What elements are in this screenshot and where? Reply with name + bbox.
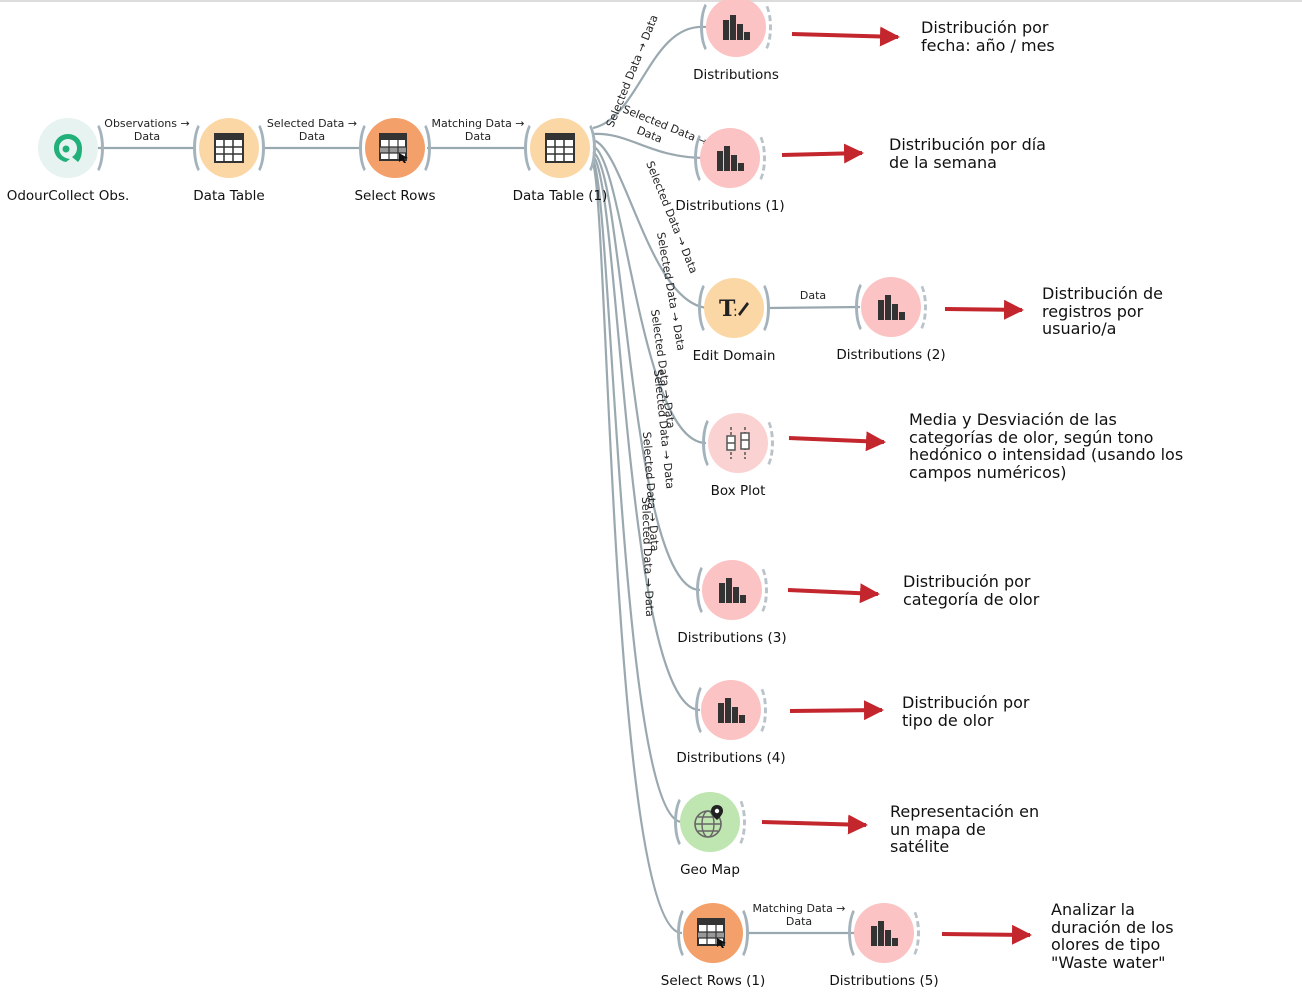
node-label: Distributions (2)	[836, 347, 946, 363]
output-port[interactable]	[82, 120, 104, 176]
annotation-text[interactable]: Distribución por tipo de olor	[902, 693, 1030, 730]
node-label: Box Plot	[710, 483, 766, 499]
annotation-text[interactable]: Distribución de registros por usuario/a	[1042, 284, 1163, 338]
link-dt1-edit-domain[interactable]	[592, 138, 711, 310]
annotation-text[interactable]: Distribución por categoría de olor	[903, 572, 1040, 609]
output-port[interactable]	[574, 120, 596, 176]
annotation-text[interactable]: Distribución por fecha: año / mes	[921, 18, 1055, 55]
annotation-arrow[interactable]	[944, 299, 1024, 320]
link-dt1-box-plot[interactable]	[592, 144, 707, 445]
input-port[interactable]	[848, 905, 870, 961]
node-label: Distributions (5)	[829, 973, 939, 989]
output-port[interactable]	[752, 415, 774, 471]
output-port[interactable]	[745, 682, 767, 738]
annotation-arrow[interactable]	[787, 583, 880, 604]
annotation-arrow[interactable]	[789, 700, 884, 721]
input-port[interactable]	[524, 120, 546, 176]
canvas-top-border	[0, 0, 1302, 2]
node-label: Data Table	[193, 188, 265, 204]
output-port[interactable]	[744, 130, 766, 186]
annotation-text[interactable]: Representación en un mapa de satélite	[890, 802, 1040, 856]
link-dt1-select-rows-1[interactable]	[591, 163, 683, 935]
link-label-data: Data	[800, 289, 826, 302]
link-dt1-distributions-3[interactable]	[592, 151, 701, 592]
input-port[interactable]	[359, 120, 381, 176]
node-label: Geo Map	[680, 862, 740, 878]
output-port[interactable]	[905, 279, 927, 335]
output-port[interactable]	[746, 562, 768, 618]
input-port[interactable]	[700, 0, 722, 55]
link-dt1-geo-map[interactable]	[592, 159, 683, 824]
input-port[interactable]	[702, 415, 724, 471]
link-label-line2: Data	[134, 130, 160, 143]
annotation-text[interactable]: Distribución por día de la semana	[889, 135, 1046, 172]
link-label-line2: Data	[465, 130, 491, 143]
annotation-arrow[interactable]	[791, 26, 900, 47]
node-label: Data Table (1)	[512, 188, 608, 204]
link-label-line1: Selected Data →	[267, 117, 357, 130]
link-label-selected-data: Selected Data → Data	[639, 497, 656, 617]
annotation-arrow[interactable]	[788, 431, 886, 452]
output-port[interactable]	[750, 0, 772, 55]
node-label: OdourCollect Obs.	[6, 188, 130, 204]
input-port[interactable]	[677, 905, 699, 961]
node-label: Select Rows	[354, 188, 436, 204]
node-label: Distributions (3)	[677, 630, 787, 646]
node-label: Distributions	[693, 67, 779, 83]
link-dt1-distributions-1[interactable]	[592, 132, 707, 160]
svg-text::: :	[733, 304, 738, 320]
node-label: Select Rows (1)	[660, 973, 766, 989]
link-edit-domain-distributions-2[interactable]	[767, 305, 861, 310]
input-port[interactable]	[695, 682, 717, 738]
output-port[interactable]	[243, 120, 265, 176]
link-label-line2: Data	[299, 130, 325, 143]
link-dt1-distributions[interactable]	[592, 25, 707, 130]
annotation-text[interactable]: Media y Desviación de las categorías de …	[909, 410, 1184, 482]
input-port[interactable]	[698, 280, 720, 336]
link-label-line1: Matching Data →	[431, 117, 524, 130]
input-port[interactable]	[855, 279, 877, 335]
link-label-line2: Data	[786, 915, 812, 928]
annotation-arrow[interactable]	[761, 814, 868, 835]
input-port[interactable]	[694, 130, 716, 186]
annotation-arrow[interactable]	[781, 143, 864, 164]
input-port[interactable]	[674, 794, 696, 850]
output-port[interactable]	[898, 905, 920, 961]
output-port[interactable]	[409, 120, 431, 176]
annotation-text[interactable]: Analizar la duración de los olores de ti…	[1051, 900, 1174, 972]
link-label-line1: Matching Data →	[752, 902, 845, 915]
link-dt1-distributions-4[interactable]	[592, 155, 701, 712]
node-label: Distributions (1)	[675, 198, 785, 214]
output-port[interactable]	[748, 280, 770, 336]
node-label: Distributions (4)	[676, 750, 786, 766]
link-label-line1: Observations →	[104, 117, 189, 130]
node-label: Edit Domain	[692, 348, 776, 364]
svg-text:T: T	[719, 296, 736, 322]
input-port[interactable]	[193, 120, 215, 176]
annotation-arrow[interactable]	[941, 924, 1032, 945]
output-port[interactable]	[727, 905, 749, 961]
output-port[interactable]	[724, 794, 746, 850]
input-port[interactable]	[696, 562, 718, 618]
